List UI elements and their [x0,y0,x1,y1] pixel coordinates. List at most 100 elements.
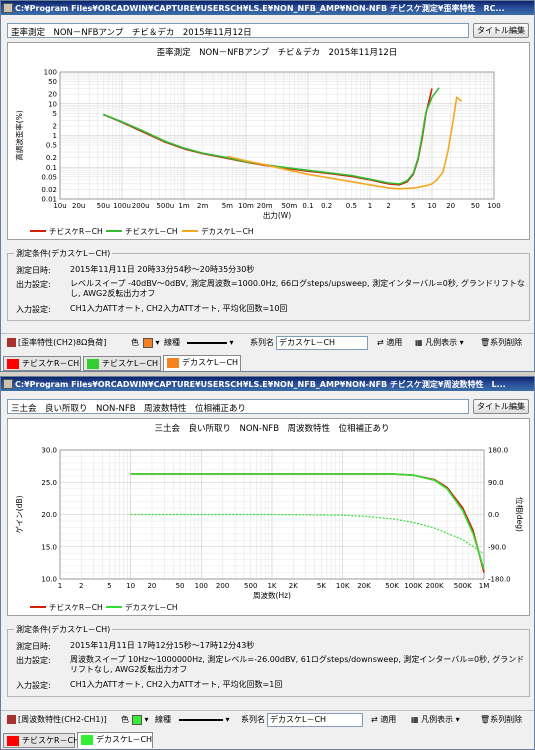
x-tick-label: 0.1 [302,202,313,210]
apply-label: 適用 [380,715,397,724]
x-tick-label: 100 [195,582,208,590]
x-tick-label: 1K [267,582,276,590]
series-line-2 [130,513,485,555]
series-tabs: チビスケR－CH チビスケL－CH デカスケL－CH [1,355,534,371]
window-titlebar[interactable]: C:¥Program Files¥ORCADWIN¥CAPTURE¥USERSC… [1,377,534,391]
tab-series-deka-l[interactable]: デカスケL－CH [77,732,153,748]
tab-label: デカスケL－CH [182,358,239,367]
plot-frame [59,71,495,200]
line-sample [187,341,227,344]
tab-color-swatch [167,357,179,368]
chart-title: 三土会 良い所取り NON-NFB 周波数特性 位相補正あり [154,423,389,434]
tab-series-chibi-r[interactable]: チビスケR－CH [3,356,81,371]
x-tick-label: 50m [281,202,297,210]
x-tick-label: 10 [428,202,437,210]
y-tick-label: 2 [53,122,57,130]
series-line-1 [130,473,485,570]
tab-series-deka-l[interactable]: デカスケL－CH [163,355,241,371]
legend-button[interactable]: ▦ 凡例表示 ▾ [415,336,464,350]
condition-row: 測定日時: 2015年11月11日 17時12分15秒～17時12分43秒 [16,641,526,653]
delete-label: 系列削除 [490,715,523,724]
series-name-input[interactable]: デカスケL－CH [267,713,363,727]
y-tick-label: 0.1 [46,164,57,172]
x-tick-label: 2 [386,202,390,210]
delete-series-button[interactable]: 🗑系列削除 [480,713,522,727]
line-sample [179,718,223,721]
y-tick-label: 0.5 [46,142,57,150]
delete-label: 系列削除 [490,338,523,347]
x-tick-label: 100K [404,582,422,590]
tab-label: チビスケL－CH [102,359,159,368]
condition-row: 入力設定: CH1入力ATTオート, CH2入力ATTオート, 平均化回数=10… [16,304,526,316]
y-tick-label: 15.0 [41,543,57,551]
x-tick-label: 100 [487,202,500,210]
x-tick-label: 50 [176,582,185,590]
x-tick-label: 1 [368,202,372,210]
y-tick-label: 25.0 [41,479,57,487]
legend-button[interactable]: ▦ 凡例表示 ▾ [411,713,460,727]
y-tick-label: 50 [48,78,57,86]
series-toolbar: [周波数特性(CH2-CH1)] 色 ▾ 線種 ▾ 系列名 デカスケL－CH ⇄… [1,710,534,728]
x-axis-label: 出力(W) [263,210,291,220]
legend-entry: デカスケL－CH [125,602,178,612]
condition-label: 出力設定: [16,656,51,665]
x-tick-label: 5m [222,202,233,210]
x-tick-label: 500 [244,582,257,590]
chart-type-dropdown[interactable]: [周波数特性(CH2-CH1)] [7,713,107,727]
x-tick-label: 10K [336,582,350,590]
x-tick-label: 1m [178,202,189,210]
x-tick-label: 1M [479,582,490,590]
condition-value: レベルスイープ -40dBV～0dBV, 測定周波数=1000.0Hz, 66ロ… [70,279,525,298]
chevron-down-icon: ▾ [223,715,230,724]
x-tick-label: 5K [317,582,326,590]
condition-value: 周波数スイープ 10Hz～1000000Hz, 測定レベル=-26.00dBV,… [70,655,525,674]
tab-color-swatch [87,358,99,369]
chart-title-input[interactable]: 歪率測定 NON－NFBアンプ チビ＆デカ 2015年11月12日 [7,23,469,38]
delete-series-button[interactable]: 🗑系列削除 [480,336,522,350]
measurement-conditions: 測定条件(デカスケL－CH) 測定日時: 2015年11月11日 17時12分1… [7,624,530,697]
legend-label: 凡例表示 [425,338,458,347]
series-line-1 [103,87,440,185]
window-titlebar[interactable]: C:¥Program Files¥ORCADWIN¥CAPTURE¥USERSC… [1,1,534,15]
condition-label: 測定日時: [16,266,51,275]
condition-value: 2015年11月11日 17時12分15秒～17時12分43秒 [70,641,255,650]
condition-label: 入力設定: [16,305,51,314]
distortion-chart: 歪率測定 NON－NFBアンプ チビ＆デカ 2015年11月12日 10u 20u 5… [7,42,530,240]
x-tick-label: 200u [132,202,150,210]
color-picker[interactable]: ▾ [143,336,160,350]
chart-type-dropdown[interactable]: [歪率特性(CH2)8Ω負荷] [7,336,106,350]
tab-series-chibi-l[interactable]: チビスケL－CH [83,356,161,371]
apply-button[interactable]: ⇄ 適用 [377,336,402,350]
tab-series-chibi-r[interactable]: チビスケR－CH [3,733,79,748]
series-name-input[interactable]: デカスケL－CH [276,336,368,350]
x-tick-label: 500u [156,202,174,210]
linetype-picker[interactable]: ▾ [179,713,235,727]
chevron-down-icon: ▾ [153,338,160,347]
condition-value: CH1入力ATTオート, CH2入力ATTオート, 平均化回数=1回 [70,680,283,689]
y-tick-label: 0.05 [41,173,57,181]
series-name-label: 系列名 [241,715,265,724]
color-label: 色 [131,338,139,347]
linetype-label: 線種 [155,715,171,724]
title-edit-button[interactable]: タイトル編集 [473,399,529,414]
y-axis-label: ゲイン(dB) [15,495,24,533]
x-tick-label: 10m [238,202,254,210]
x-tick-label: 20 [446,202,455,210]
tab-label: チビスケR－CH [22,359,80,368]
y-tick-label: 0.02 [41,186,57,194]
chart-type-label: [歪率特性(CH2)8Ω負荷] [18,338,107,347]
chart-type-icon [7,715,16,724]
y-axis-label: 高調波歪率(%) [14,110,24,161]
y2-axis-label: 位相(deg) [515,497,525,532]
title-edit-button[interactable]: タイトル編集 [473,23,529,38]
y-tick-label: 10.0 [41,576,57,584]
color-picker[interactable]: ▾ [132,713,149,727]
tab-label: デカスケL－CH [96,735,153,744]
x-tick-label: 0.2 [321,202,332,210]
linetype-picker[interactable]: ▾ [187,336,237,350]
chart-title-input[interactable]: 三土会 良い所取り NON-NFB 周波数特性 位相補正あり [7,399,469,414]
chevron-down-icon: ▾ [227,338,234,347]
condition-row: 出力設定: 周波数スイープ 10Hz～1000000Hz, 測定レベル=-26.… [16,655,526,677]
apply-button[interactable]: ⇄ 適用 [371,713,396,727]
chevron-down-icon: ▾ [142,715,149,724]
